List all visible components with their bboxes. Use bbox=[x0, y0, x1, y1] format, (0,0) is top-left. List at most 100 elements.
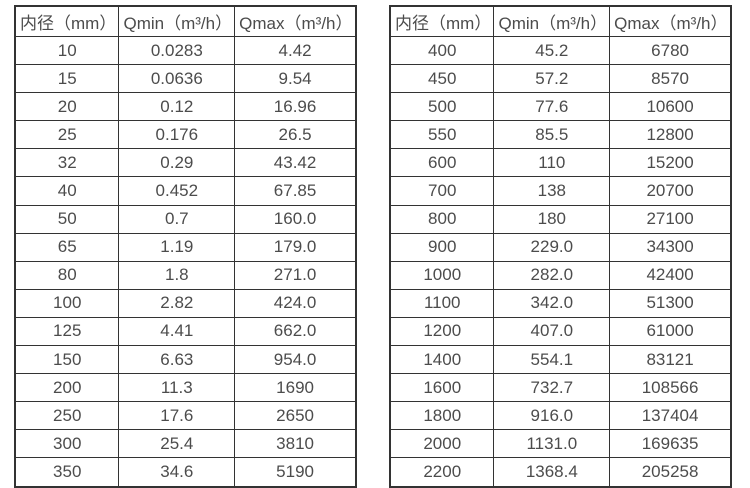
table-cell: 550 bbox=[389, 120, 495, 150]
table-cell: 169635 bbox=[609, 429, 732, 459]
table-cell: 400 bbox=[389, 35, 495, 66]
table-row: 32 0.29 43.42 bbox=[14, 148, 357, 178]
table-cell: 9.54 bbox=[234, 64, 357, 94]
table-cell: 2.82 bbox=[118, 288, 236, 318]
table-cell: 179.0 bbox=[234, 232, 357, 262]
table-cell: 900 bbox=[389, 232, 495, 262]
table-row: 125 4.41 662.0 bbox=[14, 316, 357, 347]
table-cell: 15 bbox=[14, 64, 120, 94]
table-cell: 200 bbox=[14, 373, 120, 403]
table-row: 250 17.6 2650 bbox=[14, 401, 357, 431]
table-cell: 350 bbox=[14, 457, 120, 487]
table-cell: 205258 bbox=[609, 457, 732, 487]
table-cell: 34300 bbox=[609, 232, 732, 262]
table-cell: 954.0 bbox=[234, 345, 357, 375]
table-cell: 34.6 bbox=[118, 457, 236, 487]
table-row: 700 138 20700 bbox=[389, 176, 732, 206]
table-cell: 57.2 bbox=[493, 64, 611, 94]
table-cell: 12800 bbox=[609, 120, 732, 150]
table-cell: 137404 bbox=[609, 401, 732, 431]
table-cell: 8570 bbox=[609, 64, 732, 94]
table-row: 350 34.6 5190 bbox=[14, 457, 357, 487]
table-cell: 27100 bbox=[609, 204, 732, 234]
table-cell: 424.0 bbox=[234, 288, 357, 318]
table-cell: 1600 bbox=[389, 373, 495, 403]
table-cell: 45.2 bbox=[493, 35, 611, 66]
column-header: Qmin（m³/h） bbox=[493, 5, 611, 37]
table-cell: 125 bbox=[14, 316, 120, 347]
table-cell: 110 bbox=[493, 148, 611, 178]
table-cell: 11.3 bbox=[118, 373, 236, 403]
table-cell: 1400 bbox=[389, 345, 495, 375]
table-row: 200 11.3 1690 bbox=[14, 373, 357, 403]
table-cell: 67.85 bbox=[234, 176, 357, 206]
table-row: 550 85.5 12800 bbox=[389, 120, 732, 150]
table-cell: 15200 bbox=[609, 148, 732, 178]
table-cell: 100 bbox=[14, 288, 120, 318]
table-row: 1200 407.0 61000 bbox=[389, 316, 732, 347]
table-cell: 20 bbox=[14, 92, 120, 122]
table-cell: 0.12 bbox=[118, 92, 236, 122]
flow-spec-table-large-diameters: 内径（mm） Qmin（m³/h） Qmax（m³/h） 400 45.2 6780 450… bbox=[389, 5, 732, 488]
table-cell: 0.7 bbox=[118, 204, 236, 234]
table-cell: 80 bbox=[14, 260, 120, 290]
table-row: 2200 1368.4 205258 bbox=[389, 457, 732, 487]
table-row: 25 0.176 26.5 bbox=[14, 120, 357, 150]
table-cell: 10 bbox=[14, 35, 120, 66]
table-cell: 0.0636 bbox=[118, 64, 236, 94]
table-cell: 50 bbox=[14, 204, 120, 234]
table-cell: 282.0 bbox=[493, 260, 611, 290]
table-row: 300 25.4 3810 bbox=[14, 429, 357, 459]
table-cell: 407.0 bbox=[493, 316, 611, 347]
table-cell: 700 bbox=[389, 176, 495, 206]
table-cell: 0.0283 bbox=[118, 35, 236, 66]
table-row: 10 0.0283 4.42 bbox=[14, 35, 357, 66]
table-row: 1800 916.0 137404 bbox=[389, 401, 732, 431]
table-cell: 600 bbox=[389, 148, 495, 178]
table-cell: 662.0 bbox=[234, 316, 357, 347]
table-cell: 138 bbox=[493, 176, 611, 206]
table-cell: 26.5 bbox=[234, 120, 357, 150]
table-row: 500 77.6 10600 bbox=[389, 92, 732, 122]
table-cell: 32 bbox=[14, 148, 120, 178]
table-cell: 732.7 bbox=[493, 373, 611, 403]
table-cell: 3810 bbox=[234, 429, 357, 459]
table-cell: 150 bbox=[14, 345, 120, 375]
table-cell: 17.6 bbox=[118, 401, 236, 431]
table-row: 80 1.8 271.0 bbox=[14, 260, 357, 290]
table-cell: 271.0 bbox=[234, 260, 357, 290]
table-cell: 6.63 bbox=[118, 345, 236, 375]
table-cell: 1690 bbox=[234, 373, 357, 403]
table-cell: 2650 bbox=[234, 401, 357, 431]
table-cell: 916.0 bbox=[493, 401, 611, 431]
table-row: 40 0.452 67.85 bbox=[14, 176, 357, 206]
table-cell: 1000 bbox=[389, 260, 495, 290]
table-cell: 51300 bbox=[609, 288, 732, 318]
table-cell: 6780 bbox=[609, 35, 732, 66]
table-row: 20 0.12 16.96 bbox=[14, 92, 357, 122]
table-cell: 20700 bbox=[609, 176, 732, 206]
table-row: 800 180 27100 bbox=[389, 204, 732, 234]
table-cell: 1800 bbox=[389, 401, 495, 431]
table-row: 1100 342.0 51300 bbox=[389, 288, 732, 318]
table-row: 1600 732.7 108566 bbox=[389, 373, 732, 403]
table-cell: 180 bbox=[493, 204, 611, 234]
table-cell: 1368.4 bbox=[493, 457, 611, 487]
table-row: 450 57.2 8570 bbox=[389, 64, 732, 94]
table-cell: 16.96 bbox=[234, 92, 357, 122]
table-cell: 83121 bbox=[609, 345, 732, 375]
table-cell: 160.0 bbox=[234, 204, 357, 234]
header-row: 内径（mm） Qmin（m³/h） Qmax（m³/h） bbox=[389, 5, 732, 37]
table-cell: 450 bbox=[389, 64, 495, 94]
table-row: 100 2.82 424.0 bbox=[14, 288, 357, 318]
table-cell: 61000 bbox=[609, 316, 732, 347]
table-row: 1000 282.0 42400 bbox=[389, 260, 732, 290]
table-row: 1400 554.1 83121 bbox=[389, 345, 732, 375]
column-header: Qmax（m³/h） bbox=[609, 5, 732, 37]
column-header: Qmax（m³/h） bbox=[234, 5, 357, 37]
table-row: 65 1.19 179.0 bbox=[14, 232, 357, 262]
table-cell: 43.42 bbox=[234, 148, 357, 178]
table-row: 2000 1131.0 169635 bbox=[389, 429, 732, 459]
table-cell: 500 bbox=[389, 92, 495, 122]
